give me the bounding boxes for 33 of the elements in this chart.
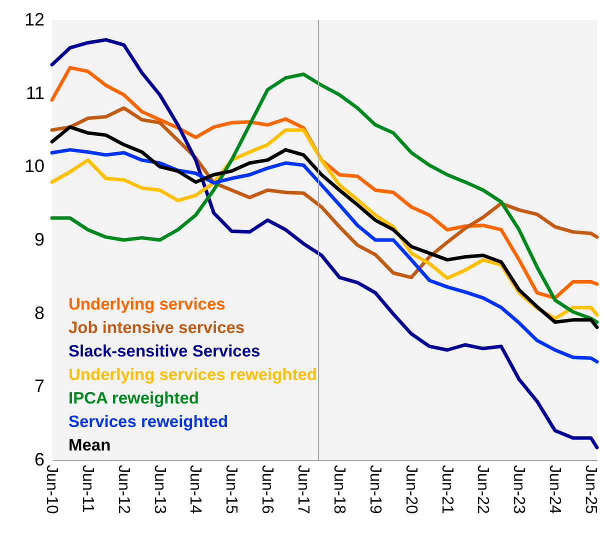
text: Underlying services — [68, 295, 226, 314]
line-series — [50, 106, 599, 280]
x-tick-label: Jun-12 — [114, 465, 132, 514]
x-tick-label: Jun-15 — [222, 465, 240, 514]
text: Job intensive services — [68, 318, 245, 337]
x-tick-label: Jun-20 — [402, 465, 420, 514]
line-series — [50, 38, 599, 450]
x-tick-label: Jun-13 — [150, 465, 168, 514]
text: Mean — [68, 436, 111, 454]
y-tick-label: 9 — [34, 230, 44, 250]
y-tick-label: 7 — [34, 376, 44, 396]
x-tick-label: Jun-24 — [546, 465, 564, 514]
x-tick-label: Jun-14 — [186, 465, 204, 514]
x-tick-label: Jun-16 — [258, 465, 276, 514]
text: IPCA reweighted — [68, 389, 199, 408]
x-tick-label: Jun-22 — [474, 465, 492, 514]
x-tick-label: Jun-18 — [330, 465, 348, 514]
x-tick-label: Jun-25 — [582, 465, 599, 514]
x-tick-label: Jun-19 — [366, 465, 384, 514]
y-tick-label: 8 — [34, 302, 44, 323]
x-tick-label: Jun-11 — [78, 465, 96, 513]
y-tick-label: 10 — [24, 156, 44, 176]
text: Slack-sensitive Services — [68, 342, 260, 360]
text: Underlying services reweighted — [68, 366, 318, 384]
y-tick-label: 11 — [26, 82, 44, 103]
text: Services reweighted — [68, 412, 228, 431]
x-tick-label: Jun-23 — [510, 465, 528, 514]
x-tick-label: Jun-10 — [43, 465, 60, 514]
x-tick-label: Jun-21 — [438, 465, 456, 514]
x-tick-label: Jun-17 — [294, 465, 312, 514]
y-tick-label: 12 — [24, 10, 44, 30]
line-series — [50, 148, 599, 364]
y-tick-label: 6 — [34, 450, 44, 470]
